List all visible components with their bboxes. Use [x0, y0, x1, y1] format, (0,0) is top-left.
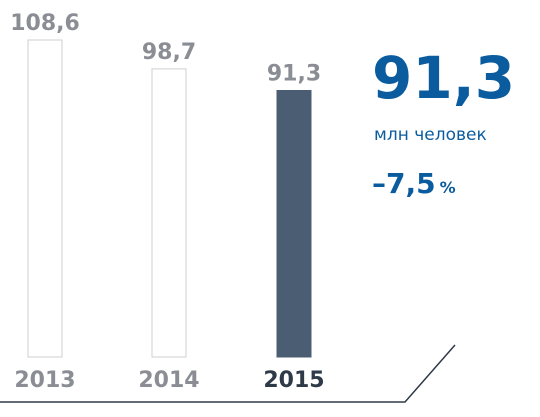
- x-tick-label: 2014: [138, 368, 199, 393]
- value-label: 98,7: [142, 40, 196, 65]
- value-label: 108,6: [10, 11, 80, 36]
- bar: [27, 39, 63, 358]
- decor-line: [0, 344, 456, 403]
- bar: [151, 68, 187, 358]
- x-tick-label: 2013: [14, 368, 75, 393]
- headline: 91,3: [372, 44, 515, 112]
- change-value: –7,5: [372, 167, 436, 200]
- change-unit: %: [440, 178, 456, 197]
- bar: [276, 89, 312, 358]
- headline-unit: млн человек: [374, 125, 487, 145]
- change: –7,5%: [372, 167, 456, 200]
- x-tick-label: 2015: [263, 368, 324, 393]
- value-label: 91,3: [267, 61, 321, 86]
